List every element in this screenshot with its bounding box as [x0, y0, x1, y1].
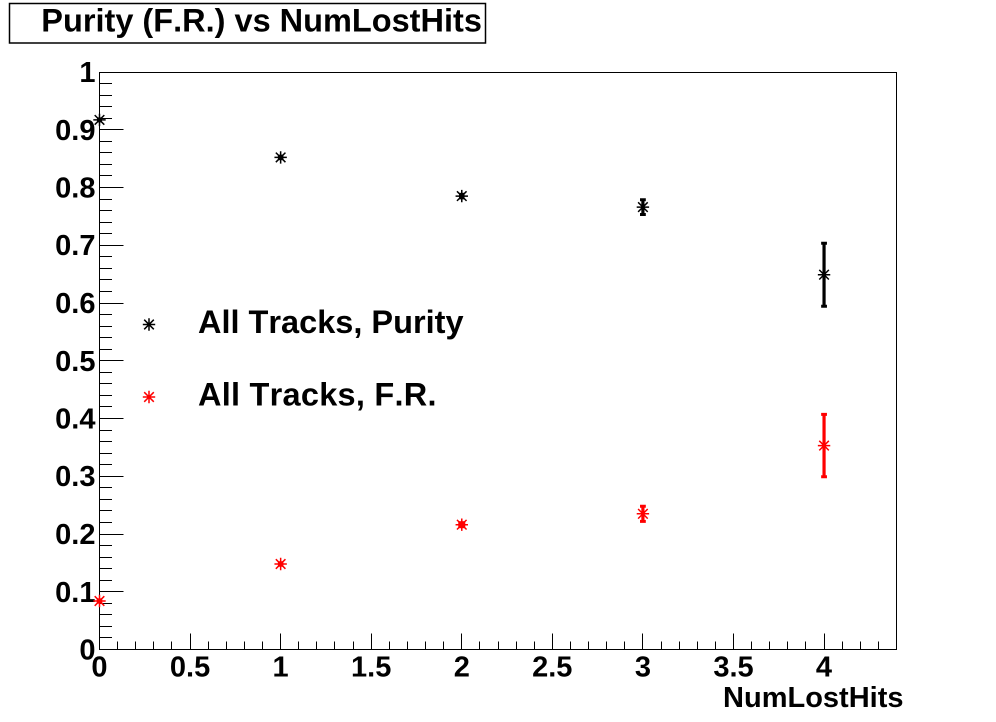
svg-text:0.7: 0.7 — [55, 230, 95, 262]
svg-text:3: 3 — [635, 652, 651, 684]
svg-text:0.5: 0.5 — [55, 346, 95, 378]
svg-text:0.1: 0.1 — [55, 577, 95, 609]
svg-text:0.5: 0.5 — [170, 652, 210, 684]
svg-text:All Tracks, Purity: All Tracks, Purity — [198, 304, 464, 340]
svg-text:0.8: 0.8 — [55, 173, 95, 205]
svg-text:0: 0 — [79, 635, 95, 667]
svg-text:All Tracks, F.R.: All Tracks, F.R. — [198, 377, 437, 413]
svg-text:2: 2 — [454, 652, 470, 684]
svg-text:0.9: 0.9 — [55, 115, 95, 147]
svg-text:4: 4 — [816, 652, 832, 684]
svg-text:0.6: 0.6 — [55, 288, 95, 320]
svg-text:0.2: 0.2 — [55, 519, 95, 551]
svg-text:1: 1 — [79, 57, 95, 89]
svg-text:NumLostHits: NumLostHits — [723, 682, 903, 714]
svg-text:1.5: 1.5 — [351, 652, 391, 684]
svg-text:0: 0 — [91, 652, 107, 684]
svg-text:Purity (F.R.) vs NumLostHits: Purity (F.R.) vs NumLostHits — [41, 3, 482, 39]
svg-text:2.5: 2.5 — [532, 652, 572, 684]
svg-text:0.3: 0.3 — [55, 461, 95, 493]
svg-text:1: 1 — [273, 652, 289, 684]
svg-text:0.4: 0.4 — [55, 404, 95, 436]
svg-text:3.5: 3.5 — [713, 652, 753, 684]
